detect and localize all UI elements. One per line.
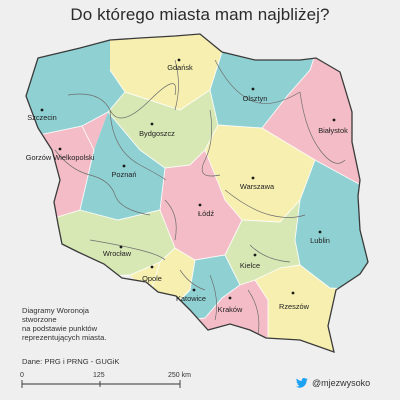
author-credit: @mjezwysoko <box>296 378 370 388</box>
city-markers: Gdańsk Szczecin Olsztyn Bydgoszcz Białys… <box>26 58 348 314</box>
city-dot <box>119 245 123 249</box>
note-line: na podstawie punktów <box>22 324 98 333</box>
city-dot <box>150 265 154 269</box>
city-lodz: Łódź <box>198 203 214 218</box>
city-label: Warszawa <box>240 182 275 191</box>
city-wroclaw: Wrocław <box>103 245 132 258</box>
city-warszawa: Warszawa <box>240 176 275 191</box>
city-lublin: Lublin <box>310 230 330 245</box>
city-label: Rzeszów <box>279 302 310 311</box>
city-gdansk: Gdańsk <box>167 58 193 72</box>
cell-krakow <box>190 280 268 345</box>
city-dot <box>177 58 181 62</box>
cell-lublin <box>295 160 368 290</box>
city-dot <box>332 118 336 122</box>
city-dot <box>318 230 322 234</box>
city-dot <box>253 253 257 257</box>
cell-gdansk <box>110 34 225 110</box>
city-dot <box>122 164 126 168</box>
city-label: Szczecin <box>27 113 57 122</box>
city-katowice: Katowice <box>176 288 206 303</box>
note-line: reprezentujących miasta. <box>22 333 107 342</box>
cell-poznan <box>80 112 165 220</box>
city-gorzow: Gorzów Wielkopolski <box>26 147 95 162</box>
cell-warszawa <box>205 125 315 222</box>
city-dot <box>251 176 255 180</box>
city-kielce: Kielce <box>240 253 260 270</box>
city-dot <box>192 288 196 292</box>
city-bialystok: Białystok <box>318 118 348 135</box>
note-line: Diagramy Woronoja <box>22 306 89 315</box>
cell-bydgoszcz <box>108 90 218 168</box>
city-label: Łódź <box>198 209 214 218</box>
voivodeship-borders <box>54 59 346 336</box>
city-dot <box>198 203 202 207</box>
city-szczecin: Szczecin <box>27 108 57 122</box>
city-label: Kielce <box>240 261 260 270</box>
city-poznan: Poznań <box>111 164 137 179</box>
city-opole: Opole <box>142 265 162 283</box>
twitter-bird-icon <box>296 378 308 388</box>
city-label: Olsztyn <box>243 94 268 103</box>
city-dot <box>58 147 62 151</box>
city-label: Gdańsk <box>167 63 193 72</box>
city-bydgoszcz: Bydgoszcz <box>139 122 175 138</box>
city-dot <box>150 122 154 126</box>
method-note: Diagramy Woronoja stworzone na podstawie… <box>22 306 162 342</box>
city-label: Katowice <box>176 294 206 303</box>
city-dot <box>291 291 295 295</box>
city-label: Bydgoszcz <box>139 129 175 138</box>
city-rzeszow: Rzeszów <box>279 291 310 311</box>
city-label: Opole <box>142 274 162 283</box>
city-dot <box>251 87 255 91</box>
city-label: Wrocław <box>103 249 132 258</box>
data-source: Dane: PRG i PRNG - GUGiK <box>22 357 120 366</box>
city-dot <box>228 296 232 300</box>
city-label: Kraków <box>218 305 243 314</box>
city-label: Białystok <box>318 126 348 135</box>
note-line: stworzone <box>22 315 57 324</box>
cell-katowice <box>175 255 240 320</box>
city-olsztyn: Olsztyn <box>243 87 268 103</box>
city-label: Gorzów Wielkopolski <box>26 153 95 162</box>
city-dot <box>40 108 44 112</box>
twitter-handle: @mjezwysoko <box>312 378 371 388</box>
city-label: Lublin <box>310 236 330 245</box>
city-krakow: Kraków <box>218 296 243 314</box>
city-label: Poznań <box>111 170 136 179</box>
map-title: Do którego miasta mam najbliżej? <box>70 5 330 24</box>
